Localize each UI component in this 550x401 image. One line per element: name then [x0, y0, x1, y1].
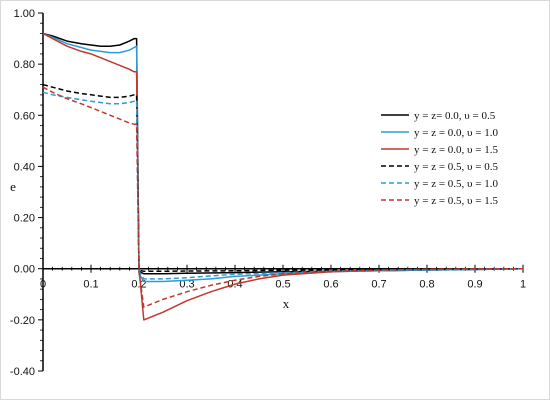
x-tick-label: 0.1	[83, 279, 98, 291]
x-tick-label: 0.3	[179, 279, 194, 291]
legend-label-3: y = z = 0.0, υ = 1.5	[414, 144, 498, 156]
x-tick-label: 0.8	[419, 279, 434, 291]
legend-label-6: y = z = 0.5, υ = 1.5	[414, 195, 498, 207]
series-line-3	[42, 32, 524, 321]
legend-label-1: y = z= 0.0, υ = 0.5	[414, 110, 496, 122]
series-line-4	[42, 83, 524, 273]
y-tick-label: 0.00	[14, 264, 35, 276]
x-tick-label: 0	[40, 279, 46, 291]
y-tick-label: 0.20	[14, 213, 35, 225]
y-tick-label: 0.80	[14, 59, 35, 71]
legend-label-4: y = z = 0.5, υ = 0.5	[414, 161, 498, 173]
x-tick-label: 0.6	[323, 279, 338, 291]
series-line-6	[42, 86, 524, 308]
y-tick-label: 1.00	[14, 8, 35, 20]
y-tick-label: -0.40	[10, 366, 35, 378]
y-tick-label: 0.40	[14, 161, 35, 173]
x-tick-label: 0.2	[131, 279, 146, 291]
series-line-2	[42, 32, 524, 283]
legend-label-5: y = z = 0.5, υ = 1.0	[414, 178, 498, 190]
x-tick-label: 1	[520, 279, 526, 291]
x-tick-label: 0.9	[467, 279, 482, 291]
y-tick-label: -0.20	[10, 315, 35, 327]
legend-label-2: y = z = 0.0, υ = 1.0	[414, 127, 498, 139]
x-axis-label: x	[283, 296, 290, 311]
y-axis-label: e	[10, 179, 16, 194]
y-tick-label: 0.60	[14, 110, 35, 122]
x-tick-label: 0.7	[371, 279, 386, 291]
x-tick-label: 0.5	[275, 279, 290, 291]
